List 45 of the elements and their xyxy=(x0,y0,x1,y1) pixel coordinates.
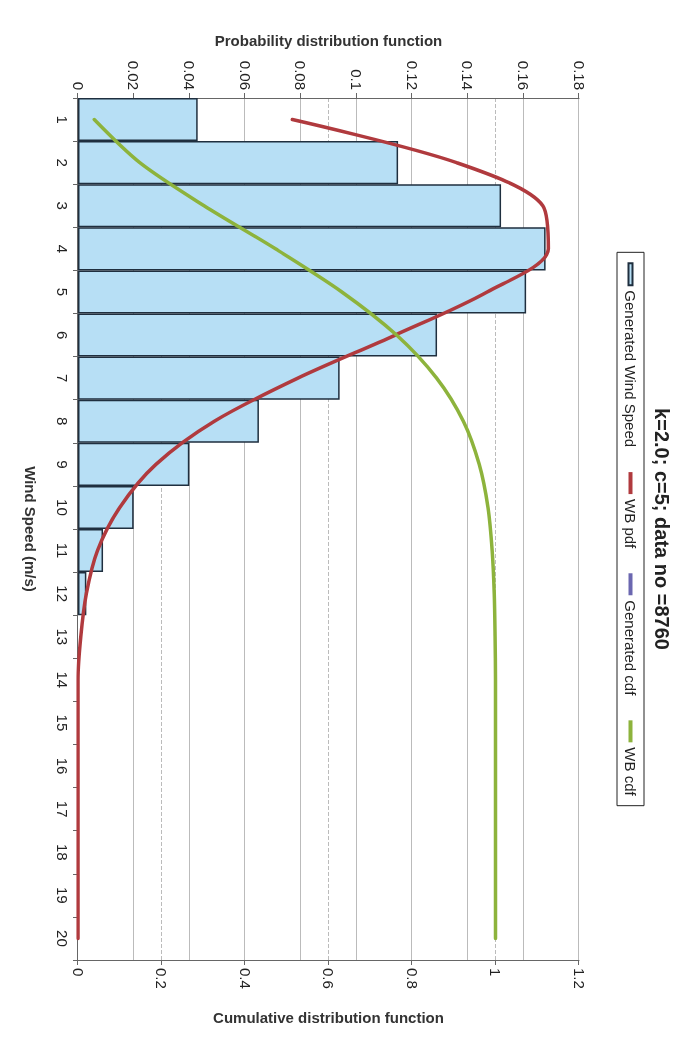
y-tick-label: 18 xyxy=(54,843,71,861)
legend-label: WB pdf xyxy=(622,499,639,550)
y-tick-label: 6 xyxy=(54,330,71,340)
x-tick-label: 0.6 xyxy=(320,968,337,989)
legend-label: WB cdf xyxy=(622,747,639,797)
y-tick-label: 8 xyxy=(54,417,71,426)
y-tick-label: 2 xyxy=(54,158,71,167)
y-tick-label: 13 xyxy=(54,628,71,646)
x-tick-label: 1.2 xyxy=(570,968,588,989)
y-tick-label: 10 xyxy=(54,499,71,516)
y-tick-label: 16 xyxy=(54,757,71,775)
legend-label: Generated cdf xyxy=(622,600,639,697)
text: k=2.0; c=5; data no =8760 xyxy=(651,408,673,650)
y-tick-label: 19 xyxy=(54,887,71,904)
x2-tick-label: 0.08 xyxy=(292,60,310,90)
y-tick-label: 14 xyxy=(54,671,71,689)
x2-tick-label: 0.12 xyxy=(403,60,421,90)
legend-label: Generated Wind Speed xyxy=(622,290,639,448)
x2-tick-label: 0.16 xyxy=(514,60,532,90)
x2-tick-label: 0.02 xyxy=(125,60,143,90)
x2-tick-label: 0.18 xyxy=(570,60,588,90)
y-tick-label: 17 xyxy=(54,800,71,818)
x-tick-label: 1 xyxy=(487,968,504,977)
x2-tick-label: 0.14 xyxy=(459,60,477,90)
y-tick-label: 9 xyxy=(54,460,71,469)
x-tick-label: 0.8 xyxy=(403,968,421,989)
y-tick-label: 20 xyxy=(54,930,71,947)
y-axis-title: Wind Speed (m/s) xyxy=(22,466,39,592)
y-tick-label: 12 xyxy=(54,585,71,602)
x2-axis-title: Probability distribution function xyxy=(214,32,443,49)
y-tick-label: 5 xyxy=(54,287,71,297)
y-tick-label: 11 xyxy=(54,542,71,559)
y-tick-label: 3 xyxy=(54,201,71,210)
x-axis-title: Cumulative distribution function xyxy=(213,1009,444,1026)
x-tick-label: 0.2 xyxy=(153,968,170,989)
y-tick-label: 4 xyxy=(54,244,71,254)
y-tick-label: 1 xyxy=(54,115,71,124)
x2-tick-label: 0.1 xyxy=(347,69,365,90)
x2-tick-label: 0.06 xyxy=(236,60,254,90)
x-tick-label: 0.4 xyxy=(236,968,254,989)
y-tick-label: 7 xyxy=(54,373,71,383)
y-tick-label: 15 xyxy=(54,714,71,732)
x2-tick-label: 0 xyxy=(69,81,87,90)
x-tick-label: 0 xyxy=(69,968,87,977)
x2-tick-label: 0.04 xyxy=(180,60,198,90)
